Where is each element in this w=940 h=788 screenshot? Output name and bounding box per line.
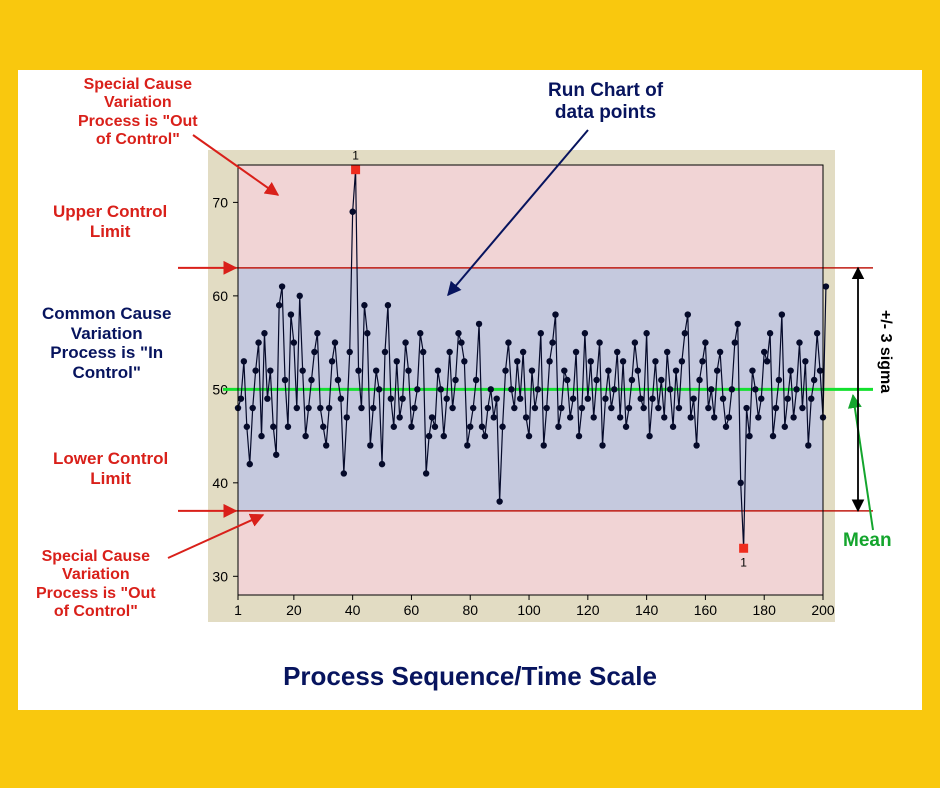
label-special-cause-bot: Special Cause Variation Process is "Out … xyxy=(36,548,156,622)
svg-text:120: 120 xyxy=(576,602,600,618)
svg-text:20: 20 xyxy=(286,602,302,618)
svg-text:60: 60 xyxy=(404,602,420,618)
svg-text:40: 40 xyxy=(212,475,228,491)
svg-text:180: 180 xyxy=(753,602,777,618)
svg-text:80: 80 xyxy=(462,602,478,618)
svg-text:30: 30 xyxy=(212,568,228,584)
svg-text:1: 1 xyxy=(352,149,359,163)
label-special-cause-top: Special Cause Variation Process is "Out … xyxy=(78,76,198,150)
page-background: 304050607012040608010012014016018020011 … xyxy=(0,0,940,788)
label-run-chart: Run Chart of data points xyxy=(548,80,663,124)
svg-text:40: 40 xyxy=(345,602,361,618)
svg-text:100: 100 xyxy=(517,602,541,618)
label-lower-control-limit: Lower Control Limit xyxy=(53,449,168,488)
svg-text:140: 140 xyxy=(635,602,659,618)
svg-text:200: 200 xyxy=(811,602,835,618)
label-common-cause: Common Cause Variation Process is "In Co… xyxy=(42,304,171,382)
svg-text:1: 1 xyxy=(740,555,747,569)
label-upper-control-limit: Upper Control Limit xyxy=(53,202,167,241)
x-axis-title: Process Sequence/Time Scale xyxy=(18,661,922,692)
label-mean: Mean xyxy=(843,530,892,552)
label-sigma: +/- 3 sigma xyxy=(876,310,894,393)
chart-panel: 304050607012040608010012014016018020011 … xyxy=(18,70,922,710)
svg-text:60: 60 xyxy=(212,288,228,304)
svg-text:70: 70 xyxy=(212,194,228,210)
svg-text:1: 1 xyxy=(234,602,242,618)
svg-text:160: 160 xyxy=(694,602,718,618)
